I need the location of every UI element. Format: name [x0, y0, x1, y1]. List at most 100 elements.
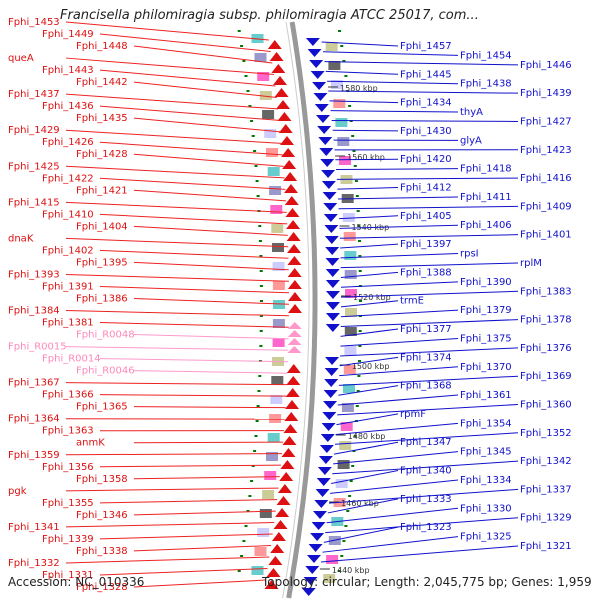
gene-label-right: Fphi_1411: [460, 192, 512, 203]
gene-label-right: Fphi_1446: [520, 60, 572, 71]
tick-mark-inner: [255, 435, 258, 437]
forward-gene-arrow: [325, 368, 339, 376]
category-band-right: [344, 232, 356, 241]
category-band-right: [335, 118, 347, 127]
gene-label-right: Fphi_1423: [520, 145, 572, 156]
gene-label-left: Fphi_1338: [76, 546, 128, 557]
reverse-gene-arrow: [270, 544, 284, 553]
forward-gene-arrow: [323, 401, 337, 409]
genome-title: Francisella philomiragia subsp. philomir…: [60, 8, 479, 23]
tick-mark-inner: [258, 375, 261, 377]
gene-label-right: Fphi_1454: [460, 50, 512, 61]
tick-mark-outer: [348, 495, 351, 497]
gene-leader-line-left: [66, 274, 289, 281]
reverse-gene-arrow: [278, 484, 292, 493]
reverse-gene-arrow: [287, 244, 301, 253]
category-band-right: [337, 137, 349, 146]
tick-mark-inner: [258, 390, 261, 392]
gene-leader-line-left: [66, 94, 278, 109]
tick-mark-inner: [257, 195, 260, 197]
gene-label-left: Fphi_R0015: [8, 342, 67, 353]
gene-leader-line-right: [331, 111, 458, 112]
tick-mark-inner: [255, 165, 258, 167]
gene-label-left: Fphi_1429: [8, 125, 60, 136]
reverse-gene-arrow: [288, 292, 302, 301]
reverse-gene-arrow: [284, 184, 298, 193]
gene-label-right: Fphi_1347: [400, 437, 452, 448]
tick-mark-outer: [344, 75, 347, 77]
gene-leader-line-left: [100, 178, 285, 189]
gene-label-left: Fphi_1384: [8, 306, 60, 317]
category-band-left: [273, 281, 285, 290]
category-band-right: [344, 346, 356, 355]
scale-tick-label: 1520 kbp: [353, 293, 391, 302]
forward-gene-arrow: [321, 170, 335, 178]
forward-gene-arrow: [315, 104, 329, 112]
gene-leader-line-right: [338, 197, 458, 199]
gene-leader-line-right: [336, 169, 458, 170]
gene-label-right: Fphi_1418: [460, 164, 512, 175]
category-band-left: [272, 243, 284, 252]
tick-mark-outer: [344, 525, 347, 527]
gene-leader-line-left: [134, 546, 271, 551]
reverse-gene-arrow: [270, 52, 284, 61]
gene-leader-line-left: [134, 46, 272, 63]
gene-label-left: anmK: [76, 438, 105, 449]
tick-mark-inner: [250, 480, 253, 482]
reverse-gene-arrow: [279, 472, 293, 481]
gene-label-right: Fphi_1420: [400, 154, 452, 165]
gene-leader-line-left: [134, 190, 286, 201]
gene-label-right: Fphi_1416: [520, 173, 572, 184]
gene-label-left: Fphi_1422: [42, 173, 94, 184]
category-band-left: [266, 148, 278, 157]
tick-mark-outer: [351, 135, 354, 137]
reverse-gene-arrow: [281, 148, 295, 157]
tick-mark-outer: [340, 45, 343, 47]
gene-label-left: Fphi_1404: [76, 221, 128, 232]
category-band-left: [262, 490, 274, 499]
gene-label-left: Fphi_1391: [42, 281, 94, 292]
category-band-left: [271, 376, 283, 385]
tick-mark-outer: [359, 330, 362, 332]
gene-leader-line-left: [66, 454, 282, 455]
gene-label-right: Fphi_1323: [400, 522, 452, 533]
gene-leader-line-right: [341, 282, 458, 287]
forward-gene-arrow: [309, 544, 323, 552]
gene-leader-line-right: [333, 130, 398, 131]
reverse-gene-arrow: [280, 460, 294, 469]
tick-mark-inner: [250, 120, 253, 122]
gene-label-left: Fphi_1453: [8, 17, 60, 28]
gene-leader-line-left: [66, 523, 274, 527]
gene-leader-line-right: [338, 395, 458, 405]
gene-label-left: Fphi_1381: [42, 318, 94, 329]
gene-leader-line-left: [66, 347, 288, 351]
tick-mark-inner: [242, 540, 245, 542]
tick-mark-outer: [357, 375, 360, 377]
category-band-left: [255, 547, 267, 556]
gene-label-right: Fphi_1406: [460, 220, 512, 231]
gene-leader-line-right: [339, 206, 518, 208]
gene-leader-line-right: [340, 338, 458, 346]
gene-label-right: Fphi_1375: [460, 333, 512, 344]
reverse-gene-arrow: [286, 388, 300, 397]
gene-label-right: Fphi_1369: [520, 371, 572, 382]
reverse-gene-arrow: [285, 400, 299, 409]
forward-gene-arrow: [318, 467, 332, 475]
forward-gene-arrow: [317, 126, 331, 134]
gene-leader-line-right: [336, 423, 458, 434]
tick-mark-inner: [257, 405, 260, 407]
tick-mark-inner: [258, 225, 261, 227]
reverse-gene-arrow: [284, 412, 298, 421]
category-band-left: [252, 566, 264, 575]
reverse-gene-arrow: [277, 112, 291, 121]
gene-leader-line-right: [330, 480, 458, 493]
gene-label-right: Fphi_1374: [400, 352, 452, 363]
gene-leader-line-left: [100, 214, 287, 223]
gene-leader-line-left: [66, 238, 288, 246]
gene-leader-line-left: [100, 500, 277, 503]
reverse-gene-arrow: [282, 160, 296, 169]
category-band-left: [269, 186, 281, 195]
rna-gene-arrow: [288, 338, 302, 345]
gene-label-left: Fphi_1437: [8, 89, 60, 100]
reverse-gene-arrow: [287, 364, 301, 373]
